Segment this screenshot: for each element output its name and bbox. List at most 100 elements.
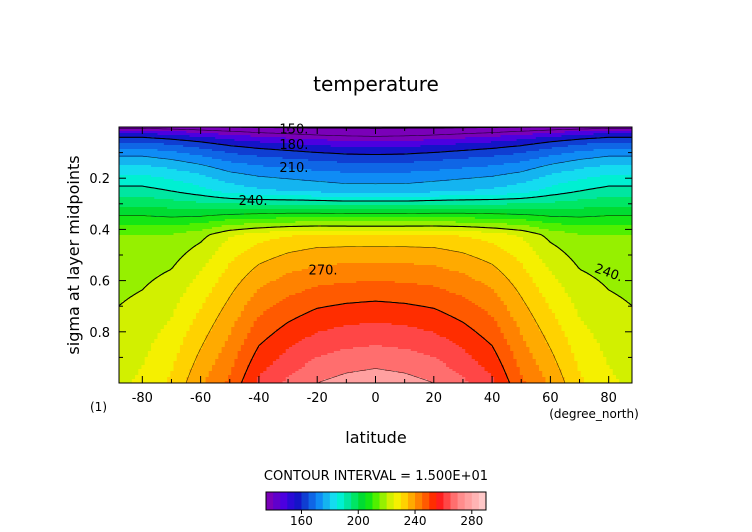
- field-cell: [157, 337, 184, 340]
- field-cell: [577, 199, 632, 202]
- field-cell: [221, 243, 258, 246]
- field-cell: [119, 217, 277, 220]
- field-cell: [539, 227, 632, 230]
- field-cell: [218, 315, 242, 318]
- field-cell: [532, 247, 559, 250]
- field-cell: [462, 321, 498, 324]
- field-cell: [205, 337, 229, 340]
- field-cell: [221, 347, 242, 350]
- field-cell: [506, 343, 527, 346]
- field-cell: [119, 165, 152, 168]
- field-cell: [215, 253, 242, 256]
- field-cell: [250, 329, 277, 332]
- field-cell: [529, 309, 553, 312]
- field-cell: [542, 261, 575, 264]
- field-cell: [240, 313, 264, 316]
- field-cell: [247, 273, 287, 276]
- field-cell: [539, 367, 559, 370]
- field-cell: [202, 239, 229, 242]
- field-cell: [497, 293, 521, 296]
- field-cell: [571, 345, 601, 348]
- field-cell: [260, 315, 303, 318]
- field-cell: [173, 313, 197, 316]
- field-cell: [263, 241, 489, 244]
- field-cell: [119, 273, 165, 276]
- field-cell: [202, 141, 261, 144]
- field-cell: [176, 305, 203, 308]
- colorbar-swatch: [322, 492, 331, 510]
- field-cell: [583, 323, 632, 326]
- field-cell: [564, 287, 607, 290]
- field-cell: [234, 359, 252, 362]
- field-cell: [532, 353, 553, 356]
- field-cell: [327, 181, 425, 184]
- field-cell: [295, 143, 457, 146]
- field-cell: [439, 335, 482, 338]
- field-cell: [234, 259, 271, 262]
- field-cell: [228, 339, 245, 342]
- field-cell: [202, 155, 258, 158]
- field-cell: [497, 323, 518, 326]
- field-cell: [446, 337, 486, 340]
- field-cell: [311, 335, 441, 338]
- contour-labels: 150.180.210.240.270. 240.: [239, 123, 625, 286]
- field-cell: [535, 319, 559, 322]
- field-cell: [244, 185, 508, 188]
- field-cell: [189, 375, 210, 378]
- field-cell: [119, 141, 203, 144]
- colorbar-swatch: [471, 492, 480, 510]
- field-cell: [247, 337, 268, 340]
- field-cell: [192, 323, 216, 326]
- field-cell: [455, 293, 498, 296]
- field-cell: [516, 321, 537, 324]
- field-cell: [279, 237, 473, 240]
- field-cell: [234, 183, 518, 186]
- field-cell: [119, 327, 165, 330]
- field-cell: [561, 223, 632, 226]
- field-cell: [417, 283, 486, 286]
- field-cell: [548, 347, 572, 350]
- field-cell: [539, 149, 595, 152]
- field-cell: [218, 143, 296, 146]
- field-cell: [224, 305, 245, 308]
- field-cell: [465, 273, 505, 276]
- field-cell: [157, 335, 187, 338]
- field-cell: [167, 167, 216, 170]
- field-cell: [561, 371, 582, 374]
- field-cell: [189, 249, 219, 252]
- field-cell: [205, 339, 229, 342]
- field-cell: [119, 353, 149, 356]
- field-cell: [532, 317, 556, 320]
- field-cell: [173, 367, 194, 370]
- field-cell: [256, 155, 495, 158]
- field-cell: [468, 381, 495, 383]
- field-cell: [167, 271, 200, 274]
- field-cell: [506, 223, 563, 226]
- field-cell: [522, 337, 547, 340]
- field-cell: [276, 331, 319, 334]
- field-cell: [490, 375, 508, 378]
- field-cell: [561, 375, 582, 378]
- field-cell: [542, 371, 563, 374]
- field-cell: [189, 329, 213, 332]
- field-cell: [231, 229, 521, 232]
- colorbar-swatch: [422, 492, 430, 510]
- field-cell: [173, 179, 219, 182]
- field-cell: [577, 309, 632, 312]
- field-cell: [215, 363, 236, 366]
- field-cell: [593, 333, 632, 336]
- field-cell: [571, 347, 601, 350]
- field-cell: [231, 369, 248, 372]
- field-cell: [211, 189, 277, 192]
- field-cell: [481, 239, 524, 242]
- field-cell: [513, 283, 537, 286]
- field-cell: [503, 365, 518, 368]
- field-cell: [551, 273, 588, 276]
- field-cell: [571, 349, 601, 352]
- field-cell: [147, 283, 191, 286]
- field-cell: [606, 359, 632, 362]
- field-cell: [231, 367, 248, 370]
- field-cell: [119, 269, 171, 272]
- field-cell: [218, 355, 239, 358]
- field-cell: [564, 331, 591, 334]
